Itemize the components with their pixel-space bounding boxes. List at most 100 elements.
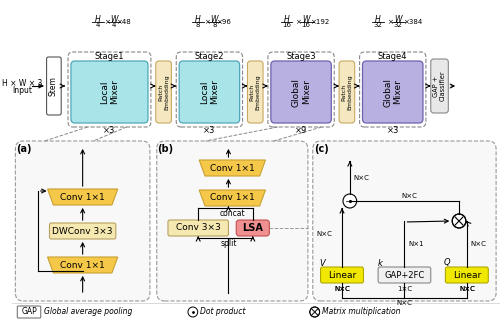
Text: ×: × [295, 19, 301, 25]
Text: GAP +
Classifier: GAP + Classifier [433, 71, 446, 101]
Text: N×C: N×C [402, 193, 417, 199]
FancyBboxPatch shape [313, 141, 496, 301]
Text: 8: 8 [196, 22, 200, 28]
FancyBboxPatch shape [378, 267, 431, 283]
Text: Stage4: Stage4 [378, 51, 408, 60]
Text: Global
Mixer: Global Mixer [383, 78, 402, 107]
Polygon shape [199, 190, 266, 206]
Text: H: H [95, 15, 100, 24]
Text: concat: concat [220, 209, 245, 217]
Text: ×3: ×3 [203, 126, 215, 134]
Text: Conv 1×1: Conv 1×1 [60, 261, 105, 269]
Text: W: W [302, 15, 310, 24]
Text: GAP+2FC: GAP+2FC [384, 270, 424, 279]
Text: 16: 16 [302, 22, 310, 28]
FancyBboxPatch shape [46, 57, 61, 115]
FancyBboxPatch shape [339, 61, 354, 123]
Text: Stage2: Stage2 [194, 51, 224, 60]
Text: Input: Input [12, 86, 32, 95]
Text: H: H [375, 15, 381, 24]
Text: Stem: Stem [49, 76, 58, 96]
Text: 32: 32 [393, 22, 402, 28]
Text: W: W [110, 15, 118, 24]
Text: N×C: N×C [459, 286, 475, 292]
Text: H × W × 3: H × W × 3 [2, 78, 42, 88]
FancyBboxPatch shape [16, 141, 150, 301]
Text: N×C: N×C [334, 286, 350, 292]
Text: 4: 4 [96, 22, 100, 28]
Circle shape [188, 307, 198, 317]
Text: Linear: Linear [328, 270, 356, 279]
Text: Patch
Embedding: Patch Embedding [158, 74, 169, 110]
Text: ×: × [387, 19, 392, 25]
FancyBboxPatch shape [431, 59, 448, 113]
Text: Conv 1×1: Conv 1×1 [210, 163, 254, 172]
Text: V: V [320, 258, 326, 267]
Text: 8: 8 [212, 22, 216, 28]
Text: Global average pooling: Global average pooling [44, 307, 132, 317]
Circle shape [452, 214, 466, 228]
Text: H: H [284, 15, 290, 24]
Text: 32: 32 [374, 22, 382, 28]
Text: Local
Mixer: Local Mixer [100, 79, 119, 104]
Text: ×48: ×48 [116, 19, 130, 25]
Text: N×C: N×C [316, 231, 332, 237]
Text: split: split [220, 238, 236, 247]
Text: k: k [378, 258, 382, 267]
Text: Matrix multiplication: Matrix multiplication [322, 307, 400, 317]
Text: N×C: N×C [354, 174, 370, 181]
Text: H: H [195, 15, 200, 24]
Text: Q: Q [444, 258, 450, 267]
Text: LSA: LSA [242, 223, 263, 233]
FancyBboxPatch shape [271, 61, 332, 123]
Text: ×384: ×384 [402, 19, 422, 25]
FancyBboxPatch shape [236, 220, 270, 236]
Text: ×96: ×96 [216, 19, 230, 25]
Circle shape [310, 307, 320, 317]
Text: Stage3: Stage3 [286, 51, 316, 60]
Circle shape [343, 194, 356, 208]
FancyBboxPatch shape [446, 267, 488, 283]
Text: ×3: ×3 [386, 126, 399, 134]
Text: ×192: ×192 [310, 19, 329, 25]
Polygon shape [48, 189, 118, 205]
Text: Stage1: Stage1 [94, 51, 124, 60]
Text: Dot product: Dot product [200, 307, 245, 317]
Text: Conv 3×3: Conv 3×3 [176, 224, 220, 233]
FancyBboxPatch shape [179, 61, 240, 123]
Text: N×C: N×C [396, 300, 412, 306]
Text: 4: 4 [112, 22, 116, 28]
Text: ×9: ×9 [295, 126, 307, 134]
Text: Conv 1×1: Conv 1×1 [60, 193, 105, 202]
Text: ×: × [104, 19, 110, 25]
Text: Conv 1×1: Conv 1×1 [210, 193, 254, 203]
Text: GAP: GAP [21, 307, 37, 317]
Text: (a): (a) [16, 144, 32, 154]
Text: (c): (c) [314, 144, 329, 154]
Text: W: W [210, 15, 218, 24]
Text: 1×C: 1×C [397, 286, 412, 292]
Polygon shape [48, 257, 118, 273]
FancyBboxPatch shape [248, 61, 263, 123]
Text: N×C: N×C [334, 286, 350, 292]
Text: DWConv 3×3: DWConv 3×3 [52, 226, 113, 235]
Text: Local
Mixer: Local Mixer [200, 79, 219, 104]
Text: ×: × [204, 19, 210, 25]
FancyBboxPatch shape [50, 223, 116, 239]
Text: Patch
Embedding: Patch Embedding [250, 74, 260, 110]
Text: Linear: Linear [452, 270, 481, 279]
FancyBboxPatch shape [320, 267, 364, 283]
Text: (b): (b) [158, 144, 174, 154]
Text: W: W [394, 15, 402, 24]
FancyBboxPatch shape [362, 61, 423, 123]
Text: N×1: N×1 [408, 241, 424, 247]
Text: ×3: ×3 [104, 126, 116, 134]
Text: Patch
Embedding: Patch Embedding [342, 74, 352, 110]
FancyBboxPatch shape [157, 141, 308, 301]
Text: N×C: N×C [459, 286, 475, 292]
Text: Global
Mixer: Global Mixer [292, 78, 311, 107]
FancyBboxPatch shape [18, 306, 40, 318]
Polygon shape [199, 160, 266, 176]
FancyBboxPatch shape [168, 220, 228, 236]
Text: N×C: N×C [470, 241, 486, 247]
